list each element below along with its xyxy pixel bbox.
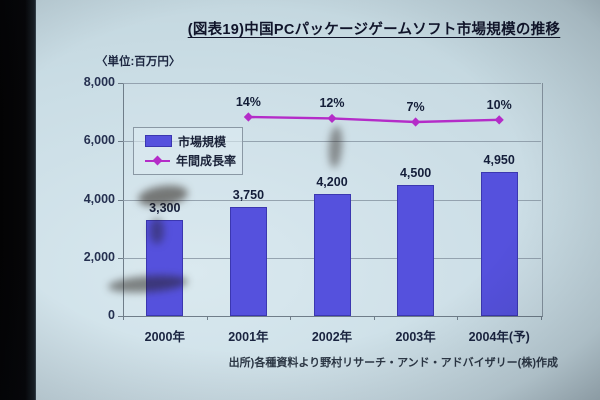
y-tick <box>118 316 123 317</box>
growth-pct-label: 7% <box>406 100 425 114</box>
bar-value-label: 4,200 <box>316 174 348 189</box>
market-size-bar <box>313 193 351 316</box>
y-tick-label: 0 <box>108 308 115 322</box>
x-tick <box>290 316 292 320</box>
growth-pct-label: 10% <box>486 97 512 112</box>
legend: 市場規模 年間成長率 <box>133 127 243 175</box>
x-tick <box>373 316 375 320</box>
x-tick <box>541 316 542 320</box>
projection-left-band <box>0 0 36 400</box>
legend-bar-label: 市場規模 <box>178 134 227 149</box>
growth-pct-label: 12% <box>319 96 345 111</box>
source-note: 出所)各種資料より野村リサーチ・アンド・アドバイザリー(株)作成 <box>228 357 558 369</box>
y-tick <box>118 83 123 84</box>
y-tick-label: 6,000 <box>83 133 115 148</box>
growth-pct-label: 14% <box>235 95 261 109</box>
y-tick <box>118 199 123 201</box>
x-tick <box>206 316 208 320</box>
y-tick-label: 4,000 <box>83 191 115 206</box>
y-tick <box>118 257 123 259</box>
gridline <box>123 83 541 84</box>
x-axis-label: 2000年 <box>144 330 185 344</box>
legend-item-bar: 市場規模 <box>145 133 242 150</box>
legend-item-line: 年間成長率 <box>145 152 242 169</box>
legend-line-swatch-icon <box>145 155 170 166</box>
gridline <box>123 141 541 143</box>
market-size-bar <box>146 219 184 316</box>
x-tick <box>457 316 459 320</box>
x-axis-label: 2001年 <box>228 330 269 344</box>
legend-line-label: 年間成長率 <box>176 154 237 169</box>
market-size-bar <box>480 171 518 316</box>
x-axis-label: 2003年 <box>395 330 436 344</box>
market-size-bar <box>229 206 267 316</box>
x-tick <box>123 316 124 320</box>
bar-value-label: 3,750 <box>232 187 265 202</box>
bar-value-label: 3,300 <box>149 200 181 215</box>
unit-label: 〈単位:百万円〉 <box>96 56 181 68</box>
x-axis-label: 2002年 <box>311 330 353 344</box>
y-tick <box>118 141 123 143</box>
x-axis-label: 2004年(予) <box>468 330 530 344</box>
y-tick-label: 2,000 <box>83 249 115 264</box>
slide-title: (図表19)中国PCパッケージゲームソフト市場規模の推移 <box>187 22 561 38</box>
legend-bar-swatch-icon <box>145 135 172 148</box>
bar-value-label: 4,500 <box>399 165 432 180</box>
y-tick-label: 8,000 <box>83 75 115 89</box>
market-size-bar <box>397 184 435 316</box>
bar-value-label: 4,950 <box>483 152 515 167</box>
